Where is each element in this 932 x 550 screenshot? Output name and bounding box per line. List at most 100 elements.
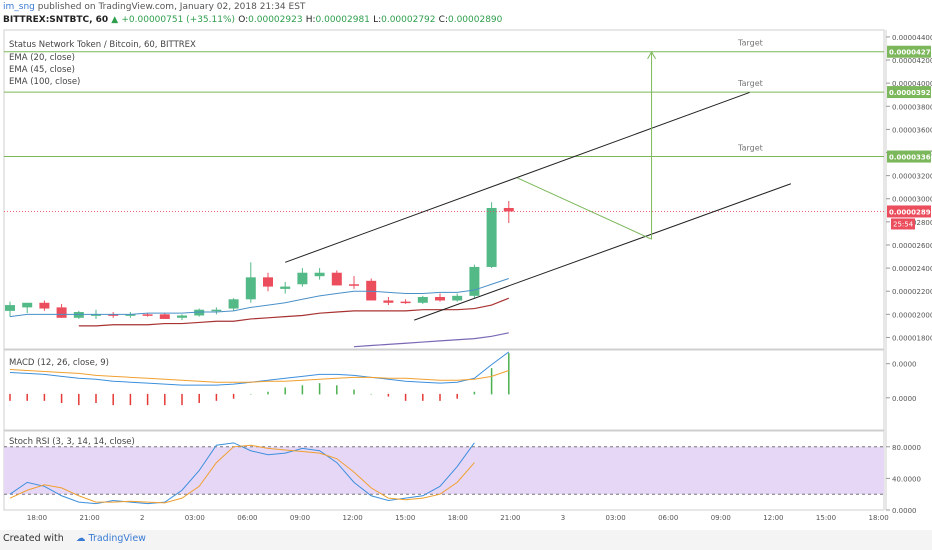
candle-body: [486, 207, 497, 267]
candle-body: [503, 207, 514, 212]
candle-body: [125, 314, 136, 316]
candle-body: [245, 277, 256, 300]
candle-body: [194, 309, 205, 316]
price-tick-label: 0.00002400: [892, 265, 932, 273]
candle-body: [211, 309, 222, 312]
chart-canvas[interactable]: 0.00004400 0.00004200 0.00004000 0.00003800…: [0, 0, 932, 530]
time-tick-label: 21:00: [80, 514, 100, 522]
target-label: Target: [737, 79, 763, 88]
time-tick-label: 12:00: [763, 514, 783, 522]
candle-body: [39, 302, 50, 309]
target-price-tag: [887, 45, 931, 58]
close-label: C:: [438, 15, 448, 25]
last-price-label: 0.00002890: [889, 208, 932, 216]
low-label: L:: [373, 15, 382, 25]
ema100-line: [353, 332, 509, 348]
target-price-label: 0.00003365: [889, 154, 932, 162]
open-label: O:: [238, 15, 249, 25]
time-tick-label: 12:00: [343, 514, 363, 522]
stoch-tick-label: 80.0000: [892, 444, 921, 452]
time-tick-label: 03:00: [185, 514, 205, 522]
candle-body: [297, 272, 308, 285]
cloud-icon: ☁: [76, 533, 89, 544]
candle-body: [73, 312, 84, 318]
ema45-line: [78, 297, 510, 327]
candle-body: [469, 266, 480, 296]
price-tick-label: 0.00002000: [892, 311, 932, 319]
stoch-tick-label: 40.0000: [892, 475, 921, 483]
price-tick-label: 0.00002200: [892, 288, 932, 296]
author-link[interactable]: im_sng: [3, 2, 35, 12]
projection-leg-line: [517, 177, 652, 240]
open-value: 0.00002923: [248, 15, 303, 25]
high-label: H:: [305, 15, 316, 25]
time-tick-label: 09:00: [711, 514, 731, 522]
projection-arrowhead: [647, 50, 656, 60]
countdown-tag: [891, 218, 915, 230]
candle-body: [177, 315, 187, 318]
price-tick-label: 0.00004200: [892, 57, 932, 65]
ema100-legend[interactable]: EMA (100, close): [9, 77, 81, 87]
time-tick-label: 06:00: [237, 514, 257, 522]
main-pane-frame: [3, 29, 885, 350]
time-tick-label: 15:00: [816, 514, 836, 522]
price-change: +0.00000751 (+35.11%): [121, 15, 236, 25]
channel-upper-line: [285, 91, 750, 263]
symbol-header: BITTREX:SNTBTC, 60 ▲ +0.00000751 (+35.11…: [3, 15, 502, 25]
candle-body: [331, 272, 342, 286]
last-price-tag: [887, 205, 931, 218]
candle-body: [159, 314, 170, 319]
price-tick-label: 0.00002600: [892, 242, 932, 250]
time-tick-label: 18:00: [448, 514, 468, 522]
candle-body: [452, 295, 463, 301]
close-value: 0.00002890: [447, 15, 503, 25]
target-price-tag: [887, 86, 931, 99]
target-label: Target: [737, 39, 763, 48]
candle-body: [400, 301, 411, 304]
time-tick-label: 21:00: [500, 514, 520, 522]
time-tick-label: 15:00: [395, 514, 415, 522]
candle-body: [5, 305, 15, 311]
ema45-legend[interactable]: EMA (45, close): [9, 65, 75, 75]
price-tick-label: 0.00004000: [892, 80, 932, 88]
candle-body: [383, 300, 394, 303]
candle-body: [108, 314, 119, 316]
candle-body: [263, 277, 273, 287]
price-tick-label: 0.00004400: [892, 34, 932, 42]
symbol-label: BITTREX:SNTBTC, 60: [3, 15, 109, 25]
ema20-legend[interactable]: EMA (20, close): [9, 53, 75, 63]
stoch-band-fill: [4, 446, 884, 495]
countdown-label: 25:54: [893, 220, 914, 228]
price-tick-label: 0.00003600: [892, 126, 932, 134]
macd-signal-line: [9, 369, 509, 383]
macd-legend[interactable]: MACD (12, 26, close, 9): [9, 358, 109, 368]
time-tick-label: 09:00: [290, 514, 310, 522]
chart-title: Status Network Token / Bitcoin, 60, BITT…: [9, 40, 196, 50]
publish-text: published on TradingView.com, January 02…: [34, 2, 306, 12]
candle-body: [142, 314, 153, 316]
candle-body: [22, 302, 33, 308]
time-tick-label: 06:00: [658, 514, 678, 522]
time-tick-label: 3: [561, 514, 565, 522]
tradingview-logo[interactable]: ☁ TradingView: [76, 533, 146, 544]
candle-body: [228, 299, 239, 309]
target-label: Target: [737, 144, 763, 153]
high-value: 0.00002981: [315, 15, 370, 25]
stoch-tick-label: 0.0000: [892, 507, 917, 515]
candle-body: [435, 296, 445, 301]
price-tick-label: 0.00003800: [892, 103, 932, 111]
time-tick-label: 18:00: [27, 514, 47, 522]
price-tick-label: 0.00001800: [892, 334, 932, 342]
stoch-d-line: [9, 444, 475, 504]
candle-body: [366, 280, 377, 301]
time-tick-label: 18:00: [869, 514, 889, 522]
price-tick-label: 0.00003000: [892, 196, 932, 204]
candle-body: [417, 296, 428, 303]
stoch-legend[interactable]: Stoch RSI (3, 3, 14, 14, close): [9, 437, 135, 447]
up-arrow-icon: ▲: [111, 15, 119, 25]
footer-created: Created with: [3, 533, 64, 544]
low-value: 0.00002792: [381, 15, 436, 25]
candle-body: [280, 286, 291, 289]
tradingview-brand: TradingView: [88, 533, 146, 544]
macd-tick-label: 0.0000: [892, 395, 917, 403]
